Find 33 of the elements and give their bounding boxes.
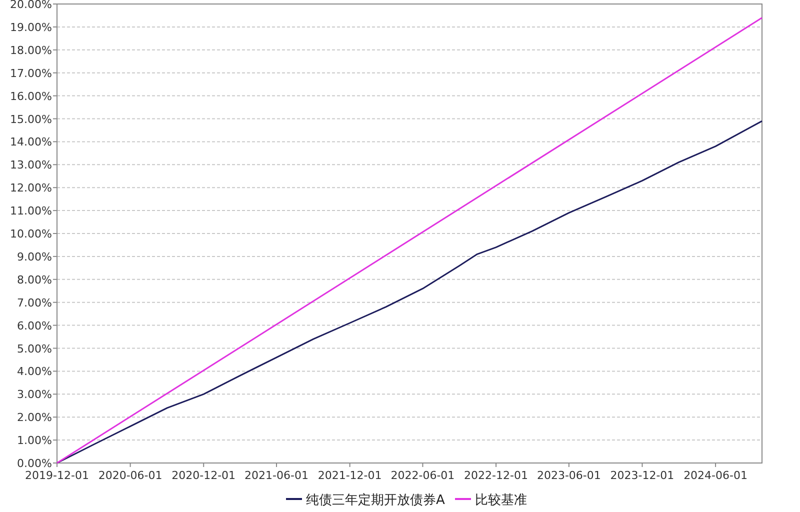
y-tick-label: 4.00% bbox=[17, 365, 52, 378]
y-tick-label: 19.00% bbox=[10, 20, 52, 34]
y-tick-label: 2.00% bbox=[17, 411, 52, 424]
y-tick-label: 14.00% bbox=[10, 136, 52, 149]
legend-label: 纯债三年定期开放债券A bbox=[306, 493, 445, 508]
x-tick-label: 2020-06-01 bbox=[98, 469, 162, 482]
y-tick-label: 17.00% bbox=[10, 66, 52, 80]
y-tick-label: 10.00% bbox=[10, 228, 52, 240]
y-tick-label: 0.00% bbox=[17, 457, 52, 470]
legend-label: 比较基准 bbox=[475, 493, 527, 508]
x-tick-label: 2019-12-01 bbox=[25, 469, 89, 482]
x-tick-label: 2022-06-01 bbox=[390, 469, 455, 482]
x-tick-label: 2023-12-01 bbox=[610, 469, 674, 482]
y-tick-label: 6.00% bbox=[17, 319, 52, 332]
y-tick-label: 18.00% bbox=[10, 44, 52, 57]
x-tick-label: 2022-12-01 bbox=[464, 469, 528, 482]
y-tick-label: 9.00% bbox=[17, 250, 52, 264]
y-tick-label: 5.00% bbox=[17, 342, 52, 356]
x-tick-label: 2023-06-01 bbox=[536, 469, 601, 482]
y-tick-label: 20.00% bbox=[10, 0, 52, 11]
x-tick-label: 2021-12-01 bbox=[318, 469, 382, 482]
y-tick-label: 11.00% bbox=[10, 204, 52, 218]
x-tick-label: 2021-06-01 bbox=[244, 469, 308, 482]
x-tick-label: 2020-12-01 bbox=[172, 469, 236, 482]
y-tick-label: 1.00% bbox=[17, 434, 52, 448]
y-tick-label: 12.00% bbox=[10, 182, 52, 195]
y-tick-label: 16.00% bbox=[10, 90, 52, 103]
y-tick-label: 7.00% bbox=[17, 296, 52, 310]
y-tick-label: 3.00% bbox=[17, 388, 52, 402]
y-tick-label: 8.00% bbox=[17, 273, 52, 286]
y-tick-label: 15.00% bbox=[10, 112, 52, 126]
y-tick-label: 13.00% bbox=[10, 158, 52, 172]
x-tick-label: 2024-06-01 bbox=[684, 469, 748, 482]
